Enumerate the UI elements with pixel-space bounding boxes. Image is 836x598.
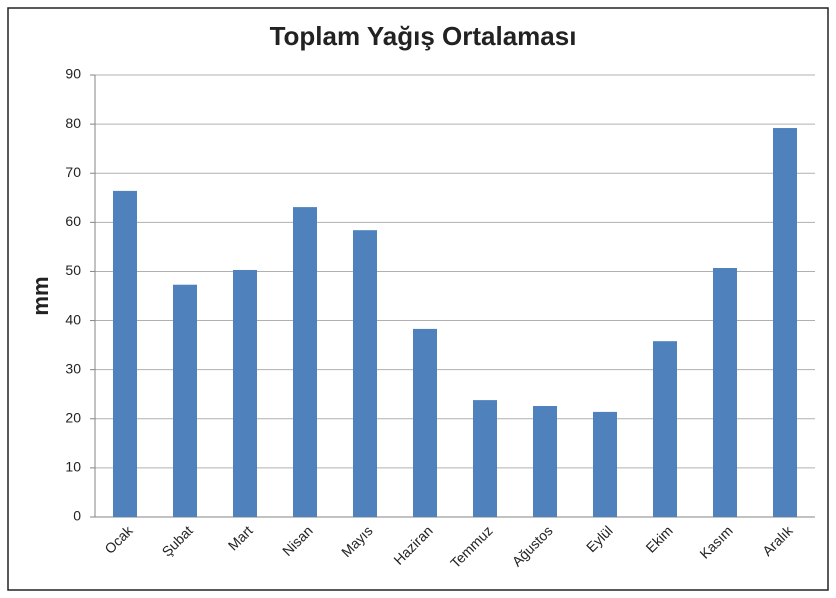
y-tick-label: 10 [65, 459, 81, 475]
y-tick-label: 90 [65, 66, 81, 82]
y-tick-label: 50 [65, 262, 81, 278]
bar [413, 328, 437, 517]
y-tick-label: 80 [65, 115, 81, 131]
bar [593, 411, 617, 517]
y-tick-label: 20 [65, 409, 81, 425]
bar [773, 128, 797, 518]
y-tick-label: 30 [65, 360, 81, 376]
bar [113, 190, 137, 517]
bar [713, 268, 737, 517]
bar [353, 230, 377, 518]
y-tick-label: 60 [65, 213, 81, 229]
y-tick-label: 40 [65, 311, 81, 327]
y-axis-label: mm [28, 276, 53, 315]
bar [293, 207, 317, 517]
bar [473, 400, 497, 517]
y-tick-label: 70 [65, 164, 81, 180]
y-tick-label: 0 [73, 508, 81, 524]
bar [173, 284, 197, 517]
bar [233, 269, 257, 517]
bar [653, 341, 677, 517]
bar [533, 406, 557, 517]
chart-title: Toplam Yağış Ortalaması [270, 21, 577, 51]
